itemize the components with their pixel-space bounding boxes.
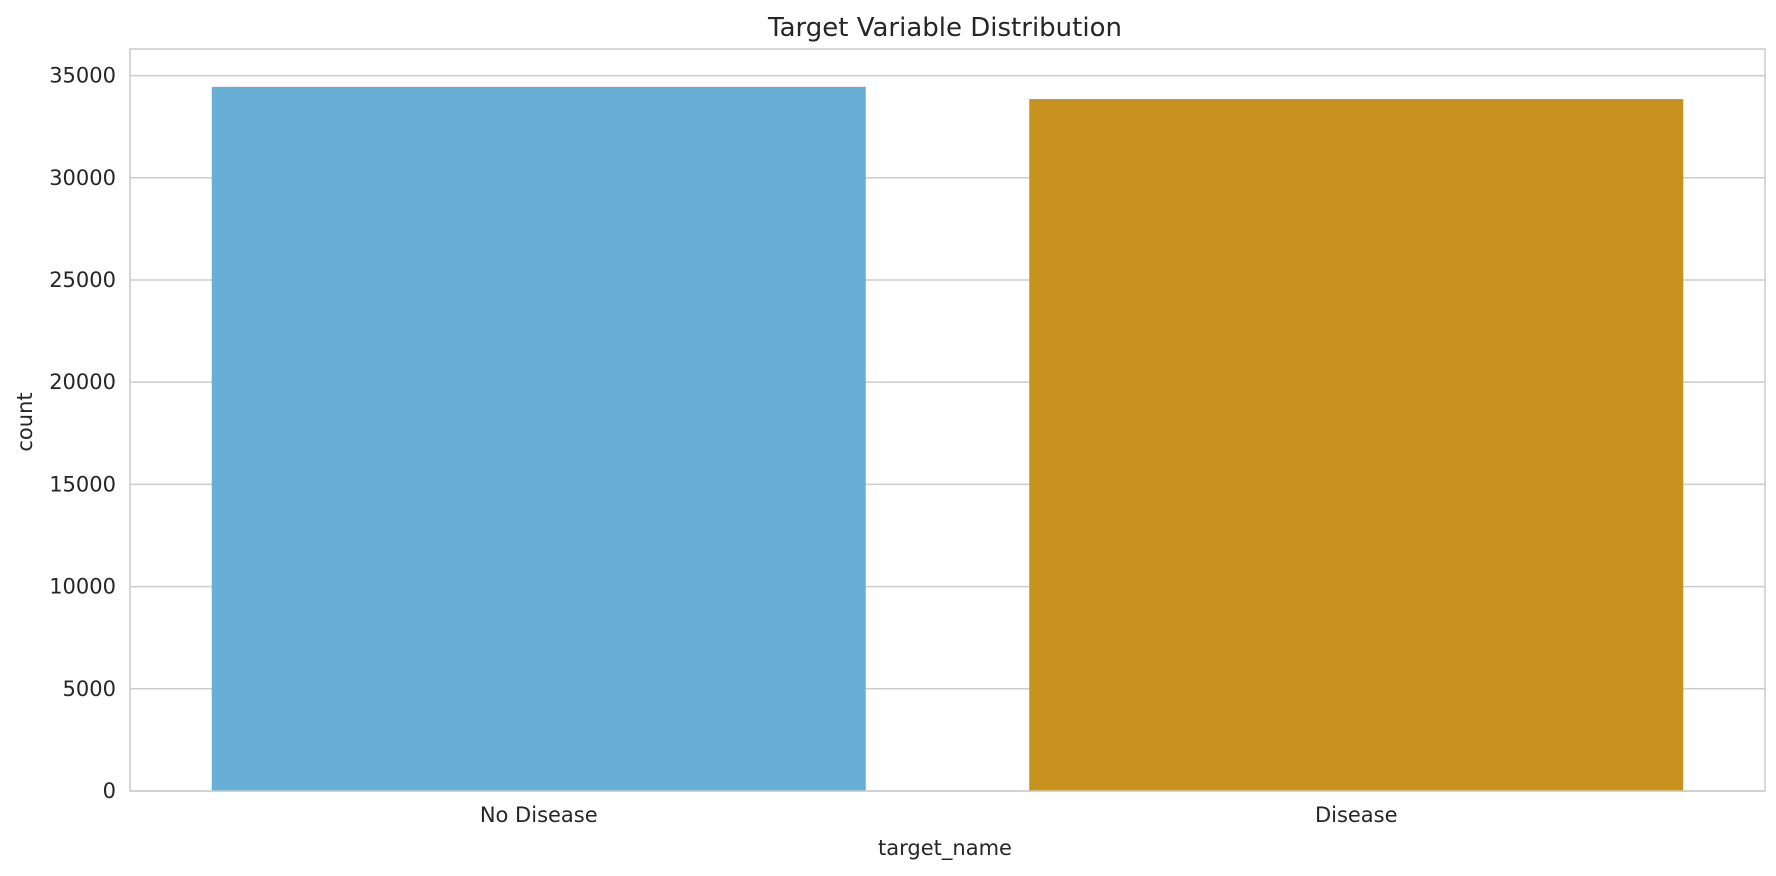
y-tick-label: 25000: [49, 268, 116, 292]
chart-title: Target Variable Distribution: [767, 13, 1122, 43]
y-tick-label: 30000: [49, 166, 116, 190]
y-tick-label: 15000: [49, 472, 116, 496]
y-tick-label: 35000: [49, 64, 116, 88]
y-tick-label: 20000: [49, 370, 116, 394]
y-tick-label: 0: [103, 779, 116, 803]
x-tick-labels: No Disease Disease: [480, 803, 1398, 827]
x-axis-title: target_name: [878, 836, 1012, 861]
y-axis-title: count: [13, 392, 37, 451]
bar-no-disease: [211, 86, 866, 791]
bar-disease: [1029, 99, 1684, 791]
plot-frame: [129, 48, 1766, 792]
x-tick-label: Disease: [1315, 803, 1398, 827]
y-tick-label: 5000: [63, 677, 116, 701]
y-tick-label: 10000: [49, 575, 116, 599]
x-tick-label: No Disease: [480, 803, 598, 827]
bars: [211, 86, 1684, 791]
y-tick-labels: 0 5000 10000 15000 20000 25000 30000 35000: [49, 64, 116, 803]
